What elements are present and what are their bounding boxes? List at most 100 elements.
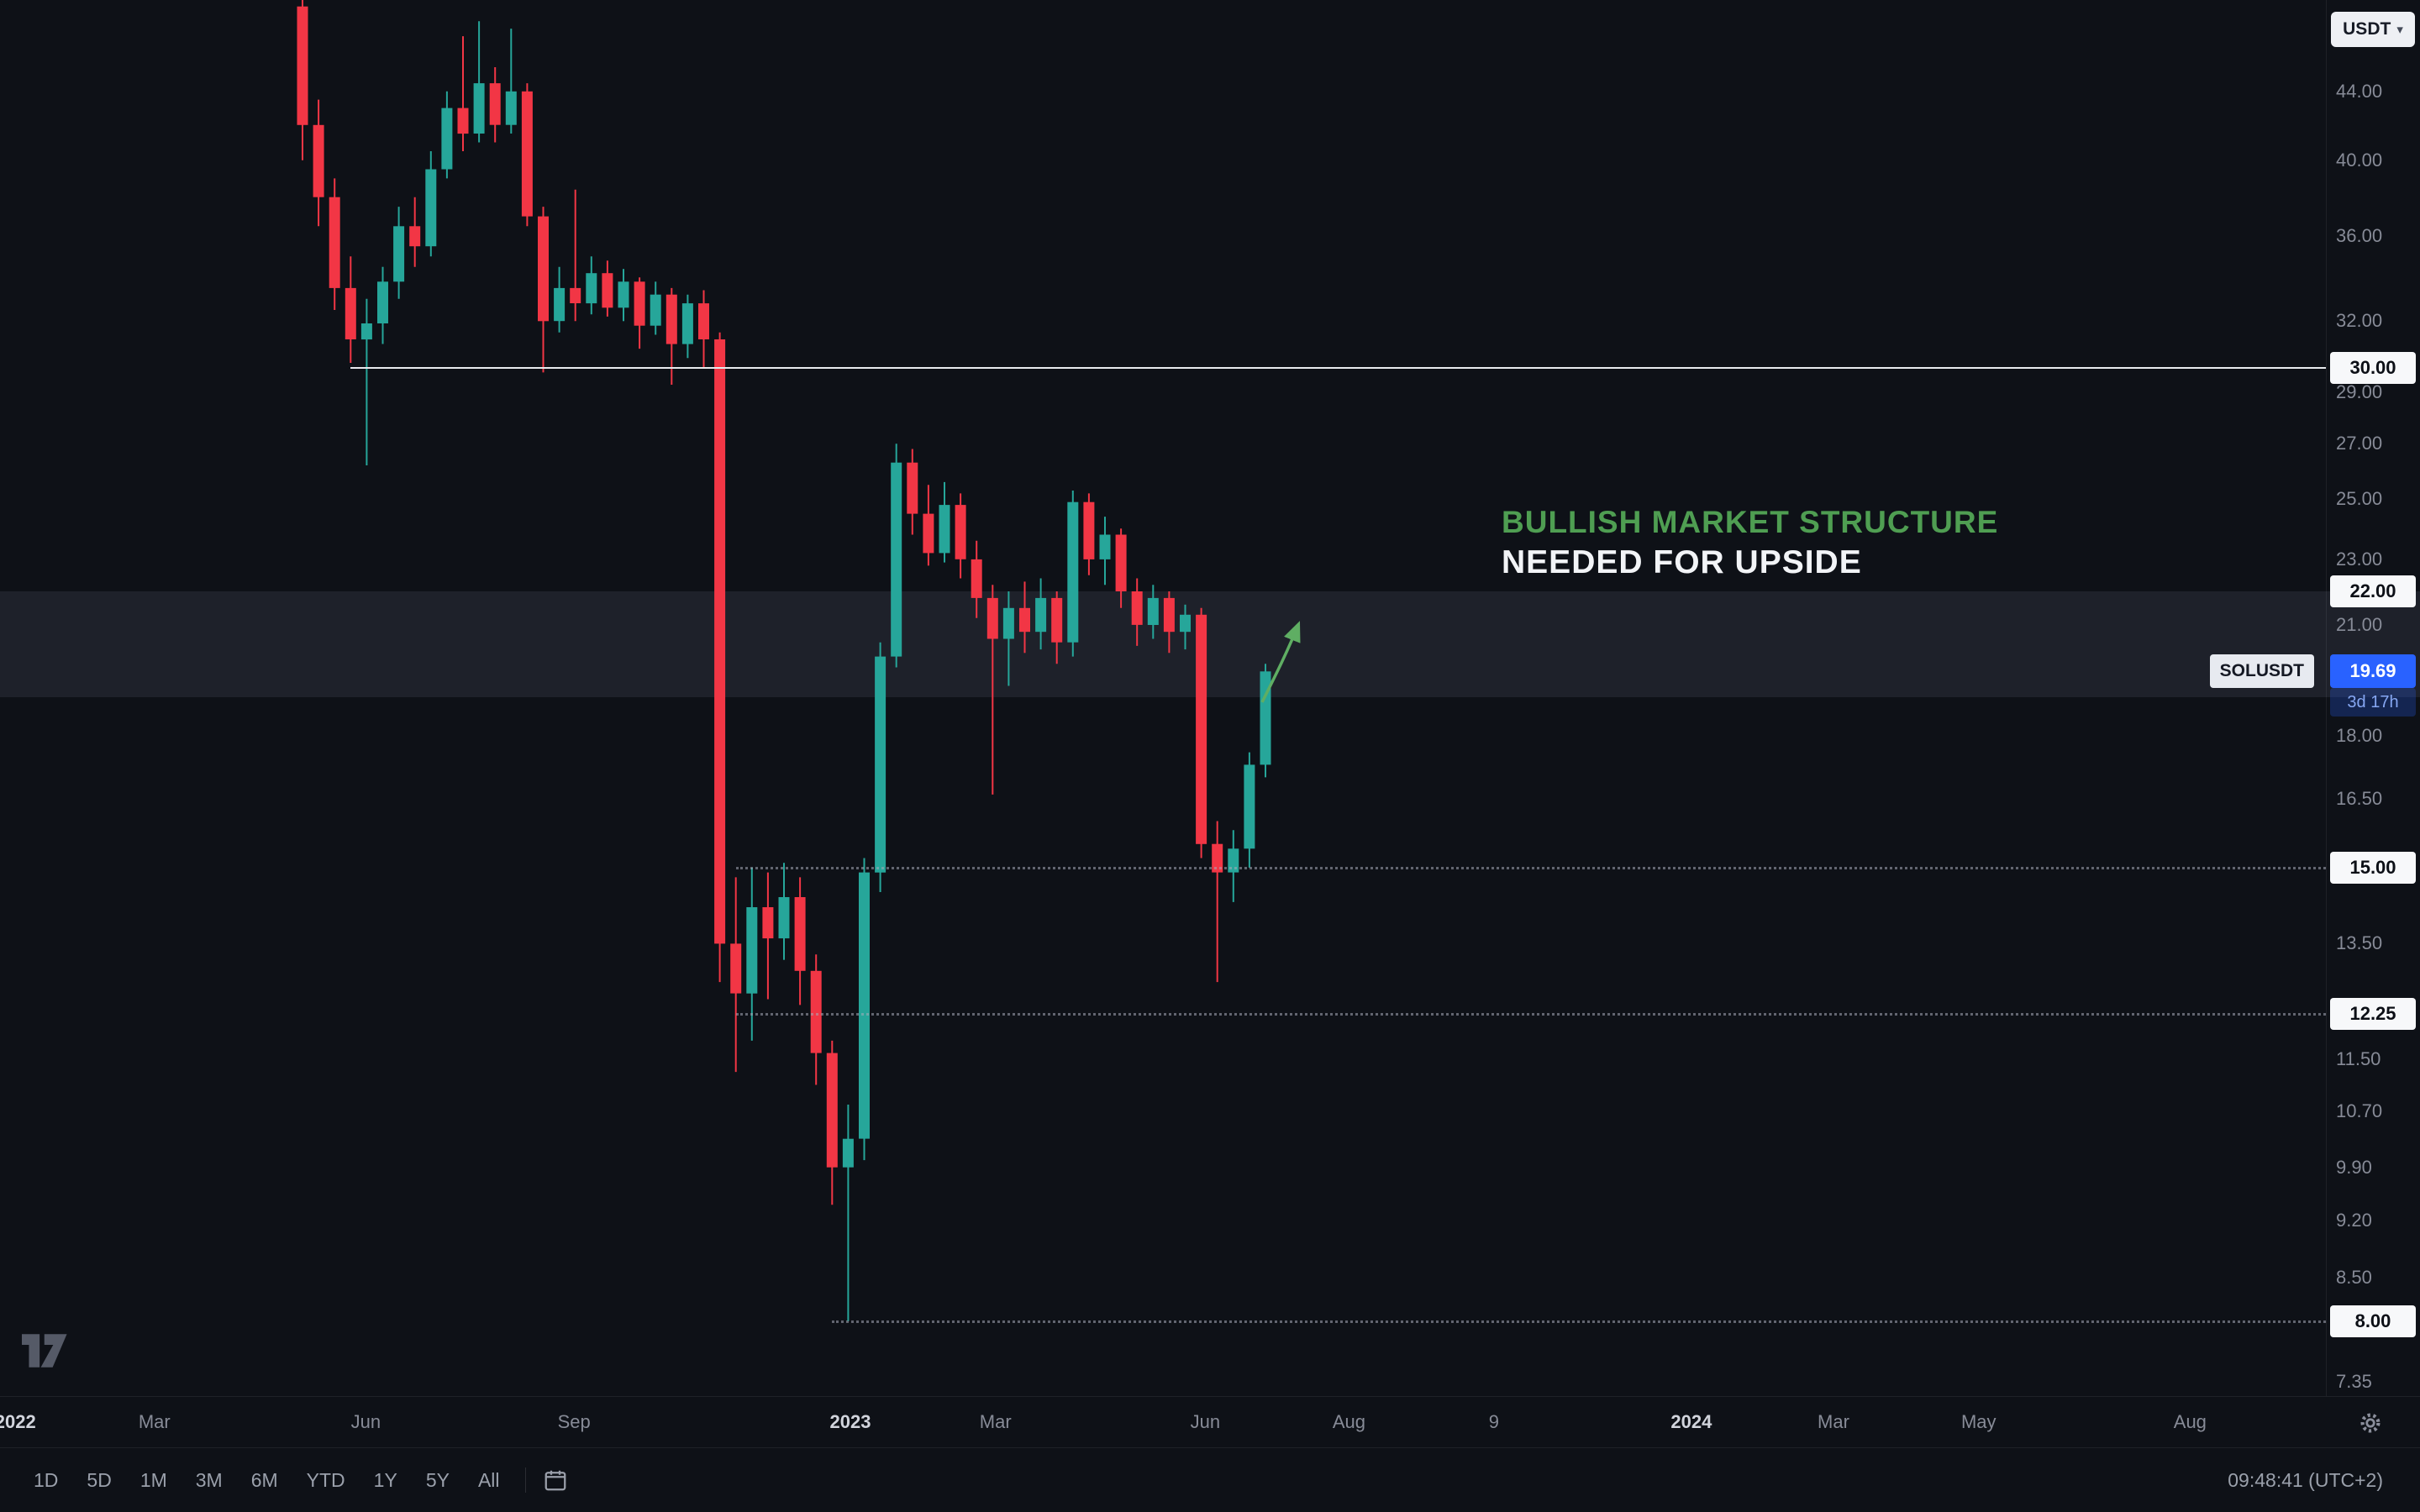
range-1y[interactable]: 1Y <box>362 1462 409 1499</box>
candle-body <box>714 339 726 944</box>
gear-icon <box>2360 1413 2381 1433</box>
candle-body <box>297 6 308 125</box>
annotation-text[interactable]: BULLISH MARKET STRUCTURE NEEDED FOR UPSI… <box>1502 502 1998 583</box>
candle-body <box>634 281 645 326</box>
candle-body <box>360 323 372 340</box>
candle-body <box>810 970 822 1053</box>
time-label: 9 <box>1488 1411 1499 1432</box>
candle-body <box>730 943 742 994</box>
price-tick: 11.50 <box>2336 1048 2381 1070</box>
time-label: Mar <box>979 1411 1012 1432</box>
supply-zone-band[interactable] <box>0 591 2420 697</box>
candle-body <box>586 273 597 304</box>
time-label: 2024 <box>1670 1411 1712 1432</box>
price-tick: 13.50 <box>2336 932 2383 954</box>
range-3m[interactable]: 3M <box>184 1462 234 1499</box>
candle-body <box>955 505 966 559</box>
price-tick: 9.90 <box>2336 1156 2372 1178</box>
price-tick: 40.00 <box>2336 149 2383 171</box>
range-5y[interactable]: 5Y <box>414 1462 461 1499</box>
candle-body <box>505 91 517 125</box>
time-axis-separator <box>0 1396 2420 1397</box>
candle-body <box>650 294 661 326</box>
time-label: Mar <box>138 1411 171 1432</box>
level-line-30.00[interactable] <box>350 366 2326 369</box>
range-buttons: 1D 5D 1M 3M 6M YTD 1Y 5Y All <box>22 1462 512 1499</box>
range-ytd[interactable]: YTD <box>295 1462 357 1499</box>
candle-body <box>489 83 501 125</box>
price-tick: 18.00 <box>2336 725 2383 747</box>
price-tick: 8.50 <box>2336 1266 2372 1288</box>
go-to-date-button[interactable] <box>539 1464 571 1496</box>
range-1d[interactable]: 1D <box>22 1462 70 1499</box>
price-level-label: 8.00 <box>2330 1305 2416 1337</box>
symbol-price-tag: SOLUSDT <box>2209 654 2314 689</box>
candle-body <box>313 124 324 197</box>
candle-body <box>602 273 613 308</box>
price-tick: 9.20 <box>2336 1209 2372 1231</box>
chevron-down-icon: ▾ <box>2396 23 2403 37</box>
price-level-label: 15.00 <box>2330 851 2416 884</box>
range-6m[interactable]: 6M <box>239 1462 290 1499</box>
candle-body <box>1163 597 1175 633</box>
annotation-line1: BULLISH MARKET STRUCTURE <box>1502 505 1999 539</box>
candle-body <box>425 169 437 247</box>
currency-dropdown[interactable]: USDT ▾ <box>2331 12 2415 47</box>
candle-body <box>1212 843 1223 873</box>
chart-plot[interactable]: BULLISH MARKET STRUCTURE NEEDED FOR UPSI… <box>0 0 2326 1396</box>
time-label: 2023 <box>829 1411 871 1432</box>
price-tick: 7.35 <box>2336 1371 2372 1393</box>
time-label: 2022 <box>0 1411 36 1432</box>
candle-body <box>1260 671 1271 765</box>
candle-body <box>1131 591 1143 625</box>
candle-body <box>842 1138 854 1168</box>
time-label: Jun <box>350 1411 381 1432</box>
trend-arrow[interactable] <box>1245 601 1321 711</box>
candle-body <box>1244 764 1255 849</box>
candle-body <box>746 907 758 994</box>
tradingview-logo[interactable] <box>22 1334 74 1368</box>
range-1m[interactable]: 1M <box>129 1462 179 1499</box>
bottom-toolbar: 1D 5D 1M 3M 6M YTD 1Y 5Y All 09:48:41 (UTC+2) <box>0 1448 2420 1512</box>
candle-body <box>891 462 902 657</box>
candlestick-layer <box>297 0 1271 1321</box>
candle-body <box>1196 614 1207 844</box>
level-line-12.25[interactable] <box>735 1012 2326 1016</box>
candle-body <box>377 281 388 323</box>
time-label: Jun <box>1190 1411 1221 1432</box>
toolbar-separator <box>0 1447 2420 1448</box>
range-all[interactable]: All <box>466 1462 512 1499</box>
level-line-15.00[interactable] <box>735 866 2326 869</box>
candle-body <box>939 505 950 554</box>
time-label: May <box>1960 1411 1996 1432</box>
candle-body <box>1067 501 1079 643</box>
price-axis-separator <box>2326 0 2327 1396</box>
price-level-label: 12.25 <box>2330 997 2416 1030</box>
candle-body <box>681 303 693 344</box>
price-tick: 32.00 <box>2336 310 2383 332</box>
candle-body <box>521 91 533 217</box>
candle-body <box>1180 614 1191 633</box>
level-line-8.00[interactable] <box>832 1320 2326 1323</box>
candle-body <box>457 108 469 134</box>
candle-body <box>698 303 709 339</box>
candle-body <box>762 907 774 939</box>
axis-settings-button[interactable] <box>2351 1404 2390 1441</box>
candle-body <box>923 513 934 554</box>
candle-body <box>778 897 790 939</box>
time-label: Mar <box>1818 1411 1849 1432</box>
candle-body <box>473 83 485 134</box>
price-axis[interactable]: USDT ▾ 19.69 3d 17h 30.00 22.00 15.00 12.25… <box>2326 0 2420 1396</box>
candle-body <box>1035 597 1047 633</box>
candle-body <box>907 462 918 514</box>
price-tick: 10.70 <box>2336 1100 2383 1121</box>
candle-body <box>1228 848 1239 873</box>
toolbar-clock[interactable]: 09:48:41 (UTC+2) <box>2228 1468 2383 1491</box>
price-tick: 16.50 <box>2336 788 2383 810</box>
candle-body <box>345 287 356 339</box>
range-5d[interactable]: 5D <box>75 1462 123 1499</box>
candle-body <box>409 226 421 247</box>
price-tick: 27.00 <box>2336 433 2383 454</box>
time-axis[interactable]: 2022 Mar Jun Sep 2023 Mar Jun Aug 9 2024 Mar May Aug <box>0 1397 2326 1447</box>
